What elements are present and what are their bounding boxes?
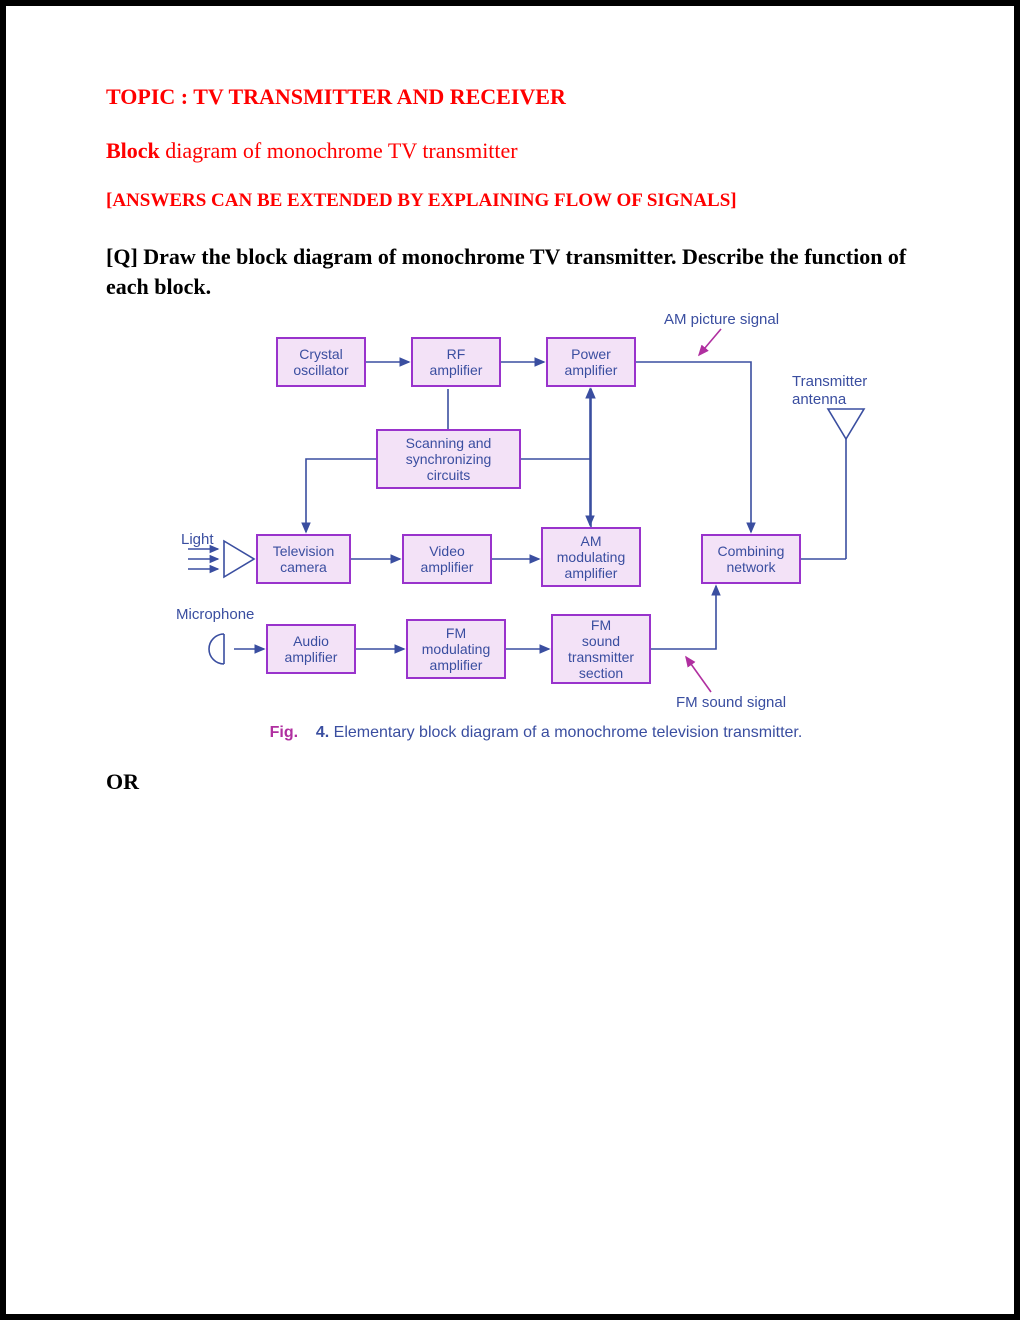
- block-scanning-sync: Scanning andsynchronizingcircuits: [376, 429, 521, 489]
- block-video-amplifier: Videoamplifier: [402, 534, 492, 584]
- subtitle-rest: diagram of monochrome TV transmitter: [160, 138, 518, 163]
- or-text: OR: [106, 769, 914, 795]
- block-fm-sound-tx: FMsoundtransmittersection: [551, 614, 651, 684]
- caption-num: 4.: [316, 724, 329, 741]
- question: [Q] Draw the block diagram of monochrome…: [106, 242, 914, 301]
- block-diagram: Crystaloscillator RFamplifier Powerampli…: [156, 309, 916, 759]
- label-fm-sound-signal: FM sound signal: [676, 694, 786, 711]
- block-power-amplifier: Poweramplifier: [546, 337, 636, 387]
- caption-fig: Fig.: [270, 724, 298, 741]
- caption-text: Elementary block diagram of a monochrome…: [334, 724, 803, 741]
- block-combining-network: Combiningnetwork: [701, 534, 801, 584]
- figure-caption: Fig. 4. Elementary block diagram of a mo…: [156, 724, 916, 742]
- topic-heading: TOPIC : TV TRANSMITTER AND RECEIVER: [106, 84, 914, 110]
- block-tv-camera: Televisioncamera: [256, 534, 351, 584]
- block-fm-modulating-amp: FMmodulatingamplifier: [406, 619, 506, 679]
- label-microphone: Microphone: [176, 606, 254, 623]
- label-light: Light: [181, 531, 214, 548]
- block-am-modulating-amp: AMmodulatingamplifier: [541, 527, 641, 587]
- label-am-picture-signal: AM picture signal: [664, 311, 779, 328]
- label-transmitter-antenna: Transmitterantenna: [792, 373, 867, 409]
- block-rf-amplifier: RFamplifier: [411, 337, 501, 387]
- block-audio-amplifier: Audioamplifier: [266, 624, 356, 674]
- subtitle-bold: Block: [106, 138, 160, 163]
- block-crystal-oscillator: Crystaloscillator: [276, 337, 366, 387]
- page: TOPIC : TV TRANSMITTER AND RECEIVER Bloc…: [0, 0, 1020, 1320]
- answers-note: [ANSWERS CAN BE EXTENDED BY EXPLAINING F…: [106, 190, 914, 212]
- subtitle: Block diagram of monochrome TV transmitt…: [106, 138, 914, 164]
